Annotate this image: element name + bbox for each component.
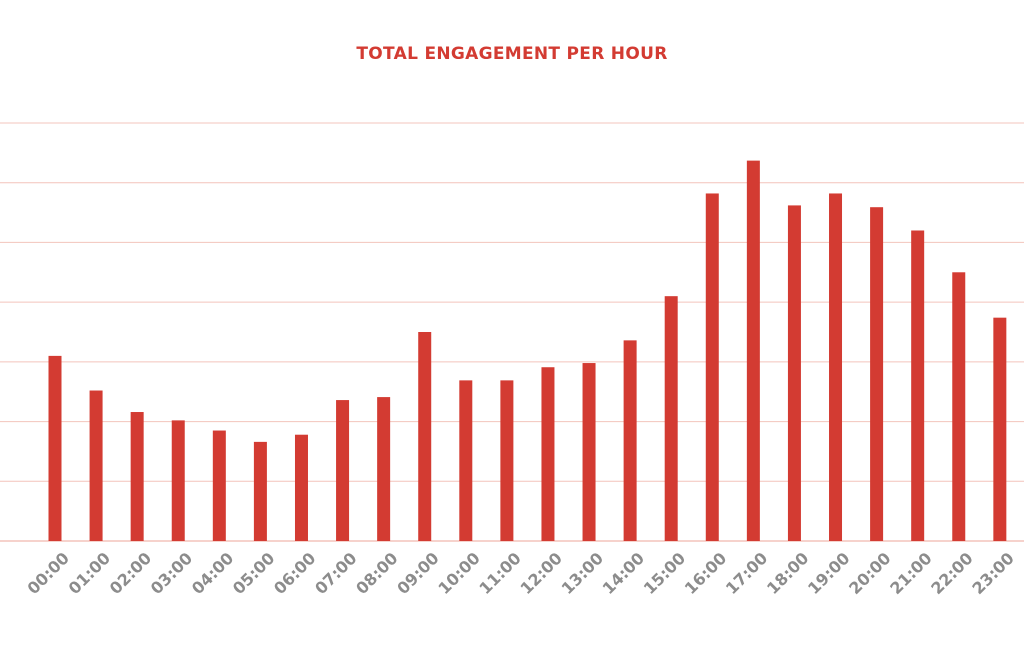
x-tick-label: 09:00 (393, 549, 442, 598)
x-tick-label: 11:00 (475, 549, 524, 598)
x-tick-label: 23:00 (968, 549, 1017, 598)
bar-1900 (829, 193, 843, 541)
x-tick-label: 18:00 (763, 549, 812, 598)
bars (48, 160, 1007, 542)
x-tick-label: 17:00 (722, 549, 771, 598)
bar-1400 (623, 340, 637, 541)
bar-0900 (418, 332, 432, 541)
x-tick-labels: 00:0001:0002:0003:0004:0005:0006:0007:00… (24, 549, 1018, 598)
bar-1500 (664, 296, 678, 541)
bar-1000 (459, 380, 473, 541)
bar-1700 (746, 160, 760, 541)
x-tick-label: 13:00 (558, 549, 607, 598)
x-tick-label: 05:00 (229, 549, 278, 598)
bar-2000 (870, 207, 884, 541)
x-tick-label: 08:00 (352, 549, 401, 598)
bar-2200 (952, 272, 966, 541)
x-tick-label: 19:00 (804, 549, 853, 598)
x-tick-label: 21:00 (886, 549, 935, 598)
x-tick-label: 16:00 (681, 549, 730, 598)
bar-0100 (89, 390, 103, 541)
bar-0500 (253, 441, 267, 541)
bar-0300 (171, 420, 185, 541)
x-tick-label: 02:00 (106, 549, 155, 598)
x-tick-label: 20:00 (845, 549, 894, 598)
x-tick-label: 12:00 (517, 549, 566, 598)
bar-0000 (48, 355, 62, 541)
chart-title: TOTAL ENGAGEMENT PER HOUR (356, 44, 668, 64)
bar-1600 (705, 193, 719, 541)
bar-0800 (377, 397, 391, 541)
x-tick-label: 07:00 (311, 549, 360, 598)
x-tick-label: 22:00 (927, 549, 976, 598)
bar-1100 (500, 380, 514, 541)
bar-2300 (993, 317, 1007, 541)
x-tick-label: 00:00 (24, 549, 73, 598)
bar-0400 (212, 430, 226, 541)
bar-1800 (787, 205, 801, 542)
bar-1300 (582, 363, 596, 541)
bar-0600 (294, 434, 308, 541)
x-tick-label: 06:00 (270, 549, 319, 598)
bar-1200 (541, 367, 555, 541)
x-tick-label: 15:00 (640, 549, 689, 598)
x-tick-label: 03:00 (147, 549, 196, 598)
x-tick-label: 04:00 (188, 549, 237, 598)
x-tick-label: 14:00 (599, 549, 648, 598)
bar-2100 (911, 230, 925, 541)
bar-0200 (130, 412, 144, 541)
x-tick-label: 01:00 (65, 549, 114, 598)
x-tick-label: 10:00 (434, 549, 483, 598)
bar-0700 (336, 400, 350, 541)
